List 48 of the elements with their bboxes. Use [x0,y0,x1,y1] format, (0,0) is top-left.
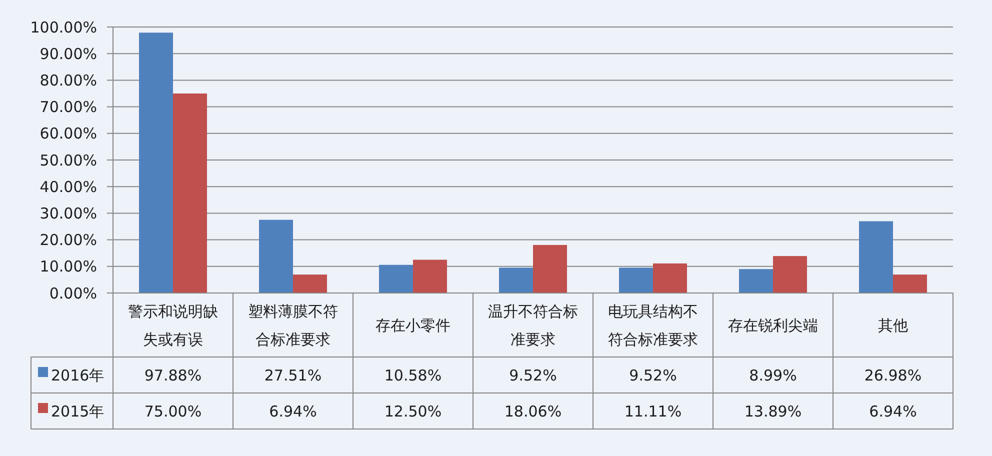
y-tick-label: 40.00% [40,178,97,196]
x-tick-label: 存在小零件 [376,316,450,334]
legend-label: 2016年 [51,366,104,384]
data-label: 12.50% [384,402,442,420]
data-label: 26.98% [864,366,922,384]
data-label: 18.06% [504,402,562,420]
y-tick-label: 10.00% [40,258,97,276]
data-label: 10.58% [384,366,442,384]
data-label: 9.52% [509,366,557,384]
bar [653,263,687,293]
x-tick-label: 其他 [878,316,908,334]
bar [773,256,807,293]
x-tick-label: 警示和说明缺失或有误 [128,302,218,348]
y-tick-label: 70.00% [40,98,97,116]
bar [893,274,927,293]
data-label: 8.99% [749,366,797,384]
bar [533,244,567,293]
data-label: 6.94% [269,402,317,420]
x-tick-label: 塑料薄膜不符合标准要求 [248,302,338,348]
y-tick-label: 100.00% [30,18,97,36]
bar [619,268,653,293]
data-label: 11.11% [624,402,682,420]
y-tick-label: 30.00% [40,204,97,222]
data-label: 9.52% [629,366,677,384]
bar [379,264,413,293]
x-tick-label: 温升不符合标准要求 [488,302,578,348]
data-label: 27.51% [264,366,322,384]
y-tick-label: 80.00% [40,71,97,90]
x-tick-label: 存在锐利尖端 [728,316,818,334]
bar [739,269,773,293]
bar [293,274,327,293]
bar [413,260,447,293]
y-tick-label: 60.00% [40,124,97,143]
bar [859,221,893,293]
data-label: 75.00% [144,402,202,420]
bar [139,32,173,293]
y-tick-label: 50.00% [40,151,97,170]
bar [173,94,207,293]
data-label: 13.89% [744,402,802,420]
bar [499,268,533,293]
data-label: 6.94% [869,402,917,420]
bar [259,220,293,293]
legend-label: 2015年 [51,402,104,420]
y-tick-label: 20.00% [40,231,97,250]
y-tick-label: 0.00% [49,284,97,302]
y-tick-label: 90.00% [40,44,97,63]
data-label: 97.88% [144,366,202,384]
x-tick-label: 电玩具结构不符合标准要求 [608,302,698,348]
